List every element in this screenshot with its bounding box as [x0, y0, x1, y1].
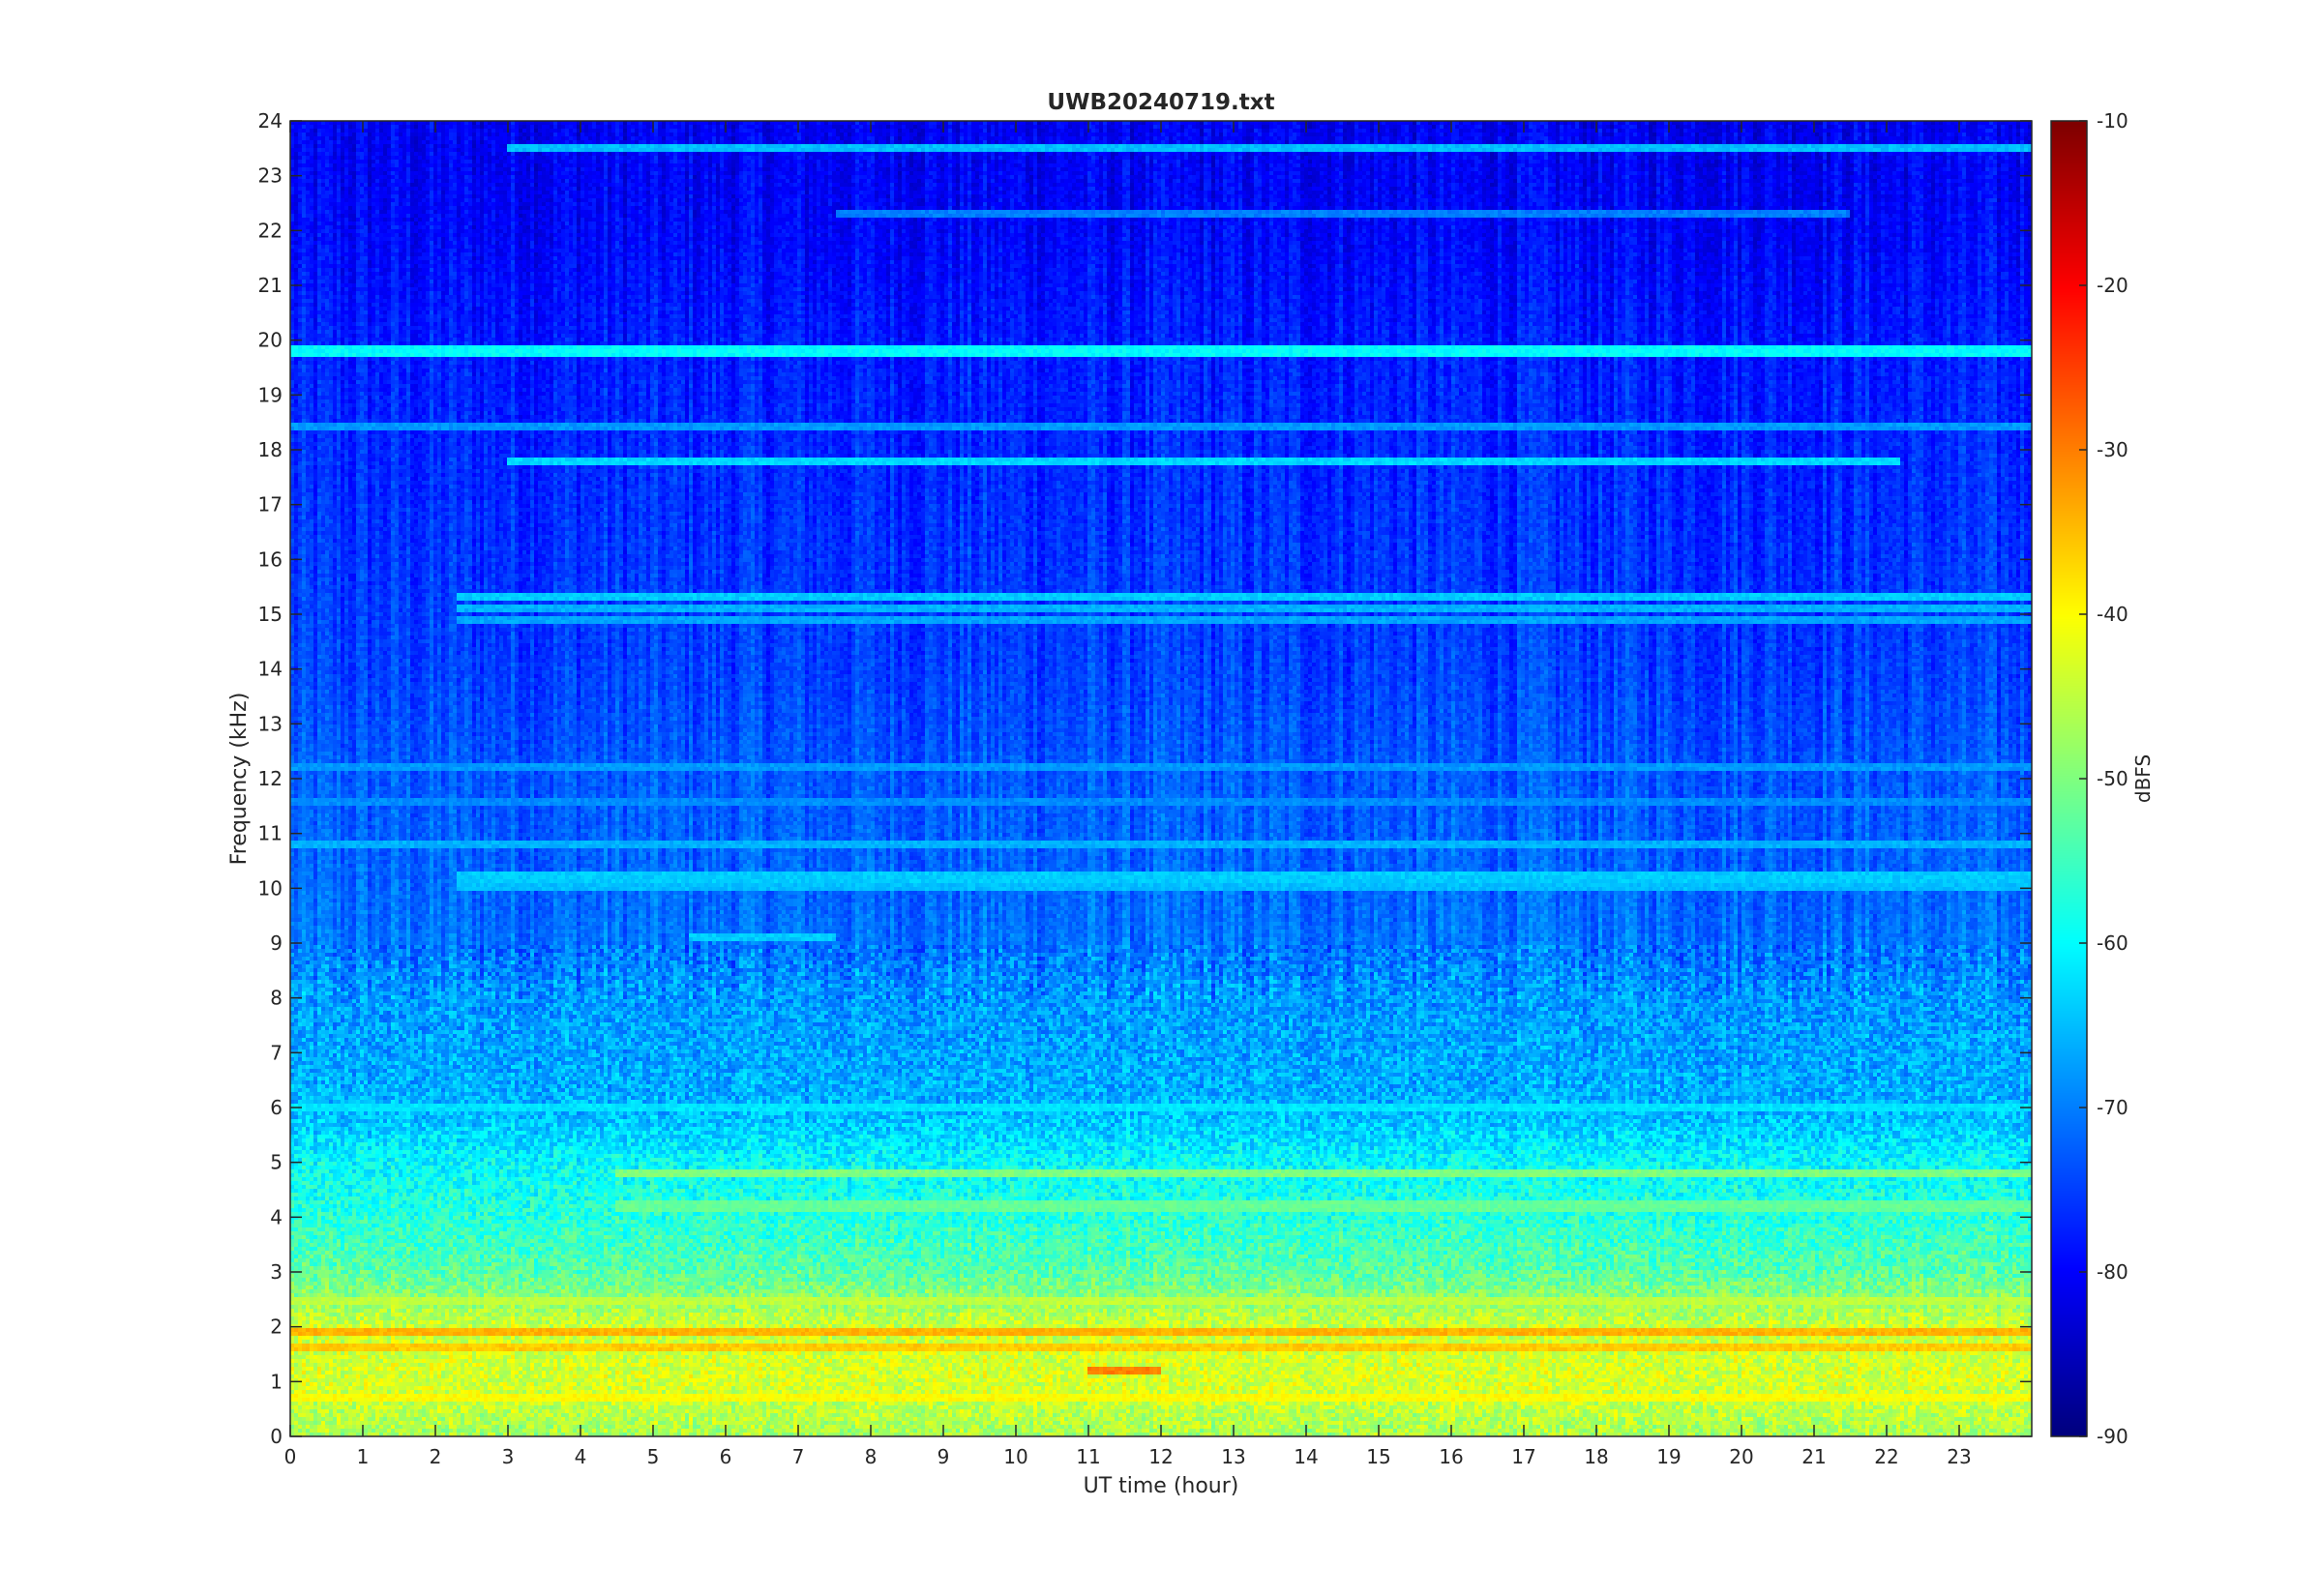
x-axis-label: UT time (hour)	[1084, 1474, 1239, 1498]
y-tick-label: 13	[258, 712, 283, 735]
x-tick-label: 8	[865, 1445, 878, 1468]
x-tick-label: 18	[1584, 1445, 1608, 1468]
x-tick-label: 15	[1366, 1445, 1390, 1468]
x-tick-label: 11	[1076, 1445, 1100, 1468]
x-tick-label: 20	[1729, 1445, 1753, 1468]
spectrogram-image	[290, 121, 2032, 1436]
colorbar-tick-label: -70	[2097, 1096, 2128, 1119]
x-tick-label: 10	[1003, 1445, 1027, 1468]
colorbar-label: dBFS	[2131, 754, 2155, 803]
colorbar-tick-label: -40	[2097, 603, 2128, 626]
colorbar-tick-label: -80	[2097, 1260, 2128, 1284]
x-tick-label: 1	[357, 1445, 370, 1468]
y-tick-label: 19	[258, 383, 283, 406]
y-tick-label: 18	[258, 438, 283, 461]
x-tick-label: 9	[938, 1445, 950, 1468]
x-tick-label: 23	[1947, 1445, 1971, 1468]
y-tick-label: 20	[258, 329, 283, 352]
x-tick-label: 0	[284, 1445, 297, 1468]
y-tick-label: 21	[258, 274, 283, 297]
plot-area	[290, 121, 2032, 1436]
x-tick-label: 4	[575, 1445, 587, 1468]
y-tick-label: 7	[270, 1041, 283, 1064]
x-tick-label: 7	[792, 1445, 805, 1468]
y-tick-label: 1	[270, 1370, 283, 1393]
x-tick-label: 6	[720, 1445, 732, 1468]
x-axis: 0 1 2 3 4 5 6 7 8 9 10 11 12 13 14 15 16 17 18 19 20 21 22 23	[284, 121, 1972, 1468]
x-tick-label: 14	[1294, 1445, 1318, 1468]
colorbar: -10 -20 -30 -40 -50 -60 -70 -80 -90 dBFS	[2050, 109, 2155, 1448]
y-tick-label: 14	[258, 658, 283, 681]
y-axis-label: Frequency (kHz)	[227, 693, 252, 866]
y-tick-label: 9	[270, 931, 283, 955]
x-tick-label: 3	[502, 1445, 515, 1468]
y-tick-label: 11	[258, 822, 283, 845]
colorbar-tick-label: -50	[2097, 767, 2128, 790]
y-tick-label: 15	[258, 603, 283, 626]
y-tick-label: 5	[270, 1151, 283, 1174]
y-tick-label: 2	[270, 1315, 283, 1339]
chart-title: UWB20240719.txt	[1047, 90, 1274, 115]
y-tick-label: 23	[258, 164, 283, 188]
y-tick-label: 4	[270, 1205, 283, 1228]
y-tick-label: 12	[258, 767, 283, 790]
colorbar-tick-label: -60	[2097, 931, 2128, 955]
y-tick-label: 3	[270, 1260, 283, 1284]
x-tick-label: 12	[1148, 1445, 1173, 1468]
colorbar-tick-label: -10	[2097, 109, 2128, 133]
colorbar-tick-label: -20	[2097, 274, 2128, 297]
y-tick-label: 22	[258, 219, 283, 242]
y-tick-label: 8	[270, 987, 283, 1010]
colorbar-tick-label: -90	[2097, 1425, 2128, 1448]
y-tick-label: 17	[258, 493, 283, 517]
x-tick-label: 13	[1221, 1445, 1245, 1468]
y-tick-label: 10	[258, 876, 283, 900]
y-tick-label: 6	[270, 1096, 283, 1119]
x-tick-label: 16	[1439, 1445, 1463, 1468]
y-tick-label: 0	[270, 1425, 283, 1448]
x-tick-label: 5	[647, 1445, 660, 1468]
y-tick-label: 16	[258, 547, 283, 571]
colorbar-tick-label: -30	[2097, 438, 2128, 461]
x-tick-label: 17	[1511, 1445, 1535, 1468]
x-tick-label: 19	[1656, 1445, 1681, 1468]
x-tick-label: 21	[1801, 1445, 1826, 1468]
y-tick-label: 24	[258, 109, 283, 133]
x-tick-label: 22	[1874, 1445, 1898, 1468]
x-tick-label: 2	[430, 1445, 442, 1468]
colorbar-ticks: -10 -20 -30 -40 -50 -60 -70 -80 -90	[2079, 109, 2128, 1448]
